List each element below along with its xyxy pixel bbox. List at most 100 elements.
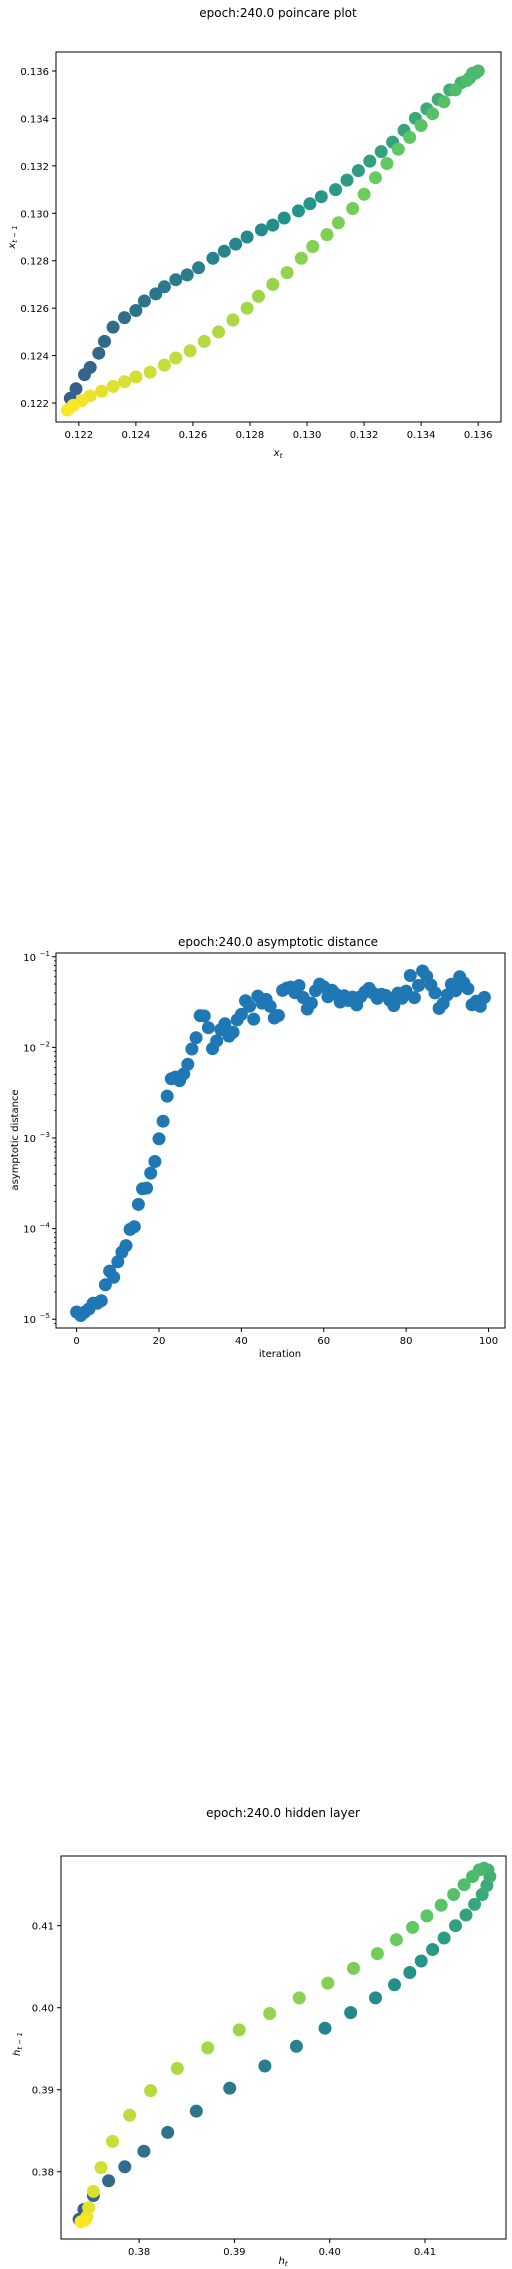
y-tick-label: 10 xyxy=(23,1225,36,1236)
poincare-title: epoch:240.0 poincare plot xyxy=(199,6,357,20)
data-point xyxy=(414,1954,428,1968)
asymptotic-distance-chart: epoch:240.0 asymptotic distance 0 20 40 60 8… xyxy=(10,935,506,1360)
data-point xyxy=(226,1025,240,1039)
data-point xyxy=(240,230,254,244)
poincare-y-ticks: 0.122 0.124 0.126 0.128 0.130 0.132 0.134 0.136 xyxy=(20,67,56,410)
data-point xyxy=(449,1919,462,1933)
data-point xyxy=(229,237,243,251)
data-point xyxy=(374,145,388,159)
data-point xyxy=(344,2006,358,2020)
data-point xyxy=(306,240,320,253)
data-point xyxy=(226,313,240,327)
data-point xyxy=(123,2108,137,2122)
data-point xyxy=(152,1132,166,1146)
data-point xyxy=(144,1166,158,1180)
x-tick-label: 0.134 xyxy=(407,430,436,441)
poincare-y-label: xt − 1 xyxy=(7,225,19,249)
x-tick-label: 0.128 xyxy=(236,430,265,441)
data-point xyxy=(370,1947,384,1961)
data-point xyxy=(189,2104,203,2118)
asymptotic-y-ticks: 10 −5 10 −4 10 −3 10 −2 10 −1 xyxy=(23,950,56,1326)
asymptotic-x-ticks: 0 20 40 60 80 100 xyxy=(73,1328,498,1347)
data-point xyxy=(380,157,394,170)
data-point xyxy=(369,1991,382,2005)
data-point xyxy=(106,320,120,334)
data-point xyxy=(180,268,194,282)
x-tick-label: 0.126 xyxy=(179,430,208,441)
asymptotic-plot-frame xyxy=(55,952,506,1329)
data-point xyxy=(118,2160,132,2174)
data-point xyxy=(428,986,442,1000)
data-point xyxy=(106,2134,119,2148)
data-point xyxy=(266,277,280,291)
data-point xyxy=(197,334,211,348)
data-point xyxy=(340,173,354,187)
y-tick-label: 0.132 xyxy=(20,162,49,173)
hidden-layer-y-label: ht − 1 xyxy=(12,2032,24,2056)
y-tick-exponent: −4 xyxy=(40,1222,51,1230)
poincare-x-ticks: 0.122 0.124 0.126 0.128 0.130 0.132 0.134 0.136 xyxy=(65,422,492,441)
data-point xyxy=(406,1920,420,1934)
data-point xyxy=(389,1933,403,1947)
data-point xyxy=(74,2215,88,2229)
data-point xyxy=(363,154,377,168)
data-point xyxy=(111,1255,125,1269)
data-point xyxy=(247,1012,261,1026)
data-point xyxy=(466,1870,480,1883)
data-point xyxy=(102,2174,116,2188)
x-tick-label: 40 xyxy=(235,1336,248,1347)
x-tick-label: 0.130 xyxy=(293,430,322,441)
data-point xyxy=(218,1017,232,1031)
data-point xyxy=(266,218,280,232)
hidden-layer-title: epoch:240.0 hidden layer xyxy=(206,1806,360,1820)
data-point xyxy=(277,211,291,225)
data-point xyxy=(314,190,328,204)
data-point xyxy=(391,142,405,156)
data-point xyxy=(369,171,382,185)
data-point xyxy=(192,261,206,275)
y-tick-label: 0.136 xyxy=(20,67,49,78)
data-point xyxy=(263,2007,277,2020)
data-point xyxy=(254,223,268,237)
data-point xyxy=(351,164,365,178)
data-point xyxy=(263,999,277,1013)
y-tick-label: 10 xyxy=(23,1315,36,1326)
data-point xyxy=(169,351,183,365)
data-point xyxy=(201,1021,215,1035)
data-point xyxy=(232,2023,246,2037)
data-point xyxy=(144,2084,158,2098)
hidden-layer-plot-frame xyxy=(60,1855,507,2240)
data-point xyxy=(60,403,74,417)
data-point xyxy=(210,1034,224,1048)
data-point xyxy=(161,2125,175,2139)
data-point xyxy=(321,1976,335,1990)
data-point xyxy=(426,107,439,121)
data-point xyxy=(292,979,306,993)
data-point xyxy=(468,66,482,80)
hidden-layer-points xyxy=(72,1861,497,2229)
data-point xyxy=(129,370,143,384)
x-tick-label: 0.41 xyxy=(414,2247,436,2258)
asymptotic-y-label: asymptotic distance xyxy=(10,1089,21,1190)
data-point xyxy=(460,74,474,87)
poincare-x-label: xt xyxy=(273,448,283,460)
data-point xyxy=(347,1961,360,1975)
data-point xyxy=(329,183,343,197)
data-point xyxy=(420,1909,434,1923)
data-point xyxy=(98,1278,112,1292)
y-tick-label: 10 xyxy=(23,1134,36,1145)
data-point xyxy=(304,996,318,1010)
data-point xyxy=(407,991,421,1005)
data-point xyxy=(181,1057,195,1071)
data-point xyxy=(457,1878,471,1892)
data-point xyxy=(197,1009,211,1023)
data-point xyxy=(143,365,157,379)
data-point xyxy=(403,130,417,144)
x-tick-label: 0.40 xyxy=(319,2247,341,2258)
data-point xyxy=(294,251,308,265)
hidden-layer-chart: epoch:240.0 hidden layer 0.38 0.39 0.40 0.4… xyxy=(12,1806,507,2268)
data-point xyxy=(243,999,257,1013)
hidden-layer-x-label: ht xyxy=(278,2256,287,2268)
asymptotic-title: epoch:240.0 asymptotic distance xyxy=(178,935,378,949)
x-tick-label: 0.39 xyxy=(223,2247,245,2258)
